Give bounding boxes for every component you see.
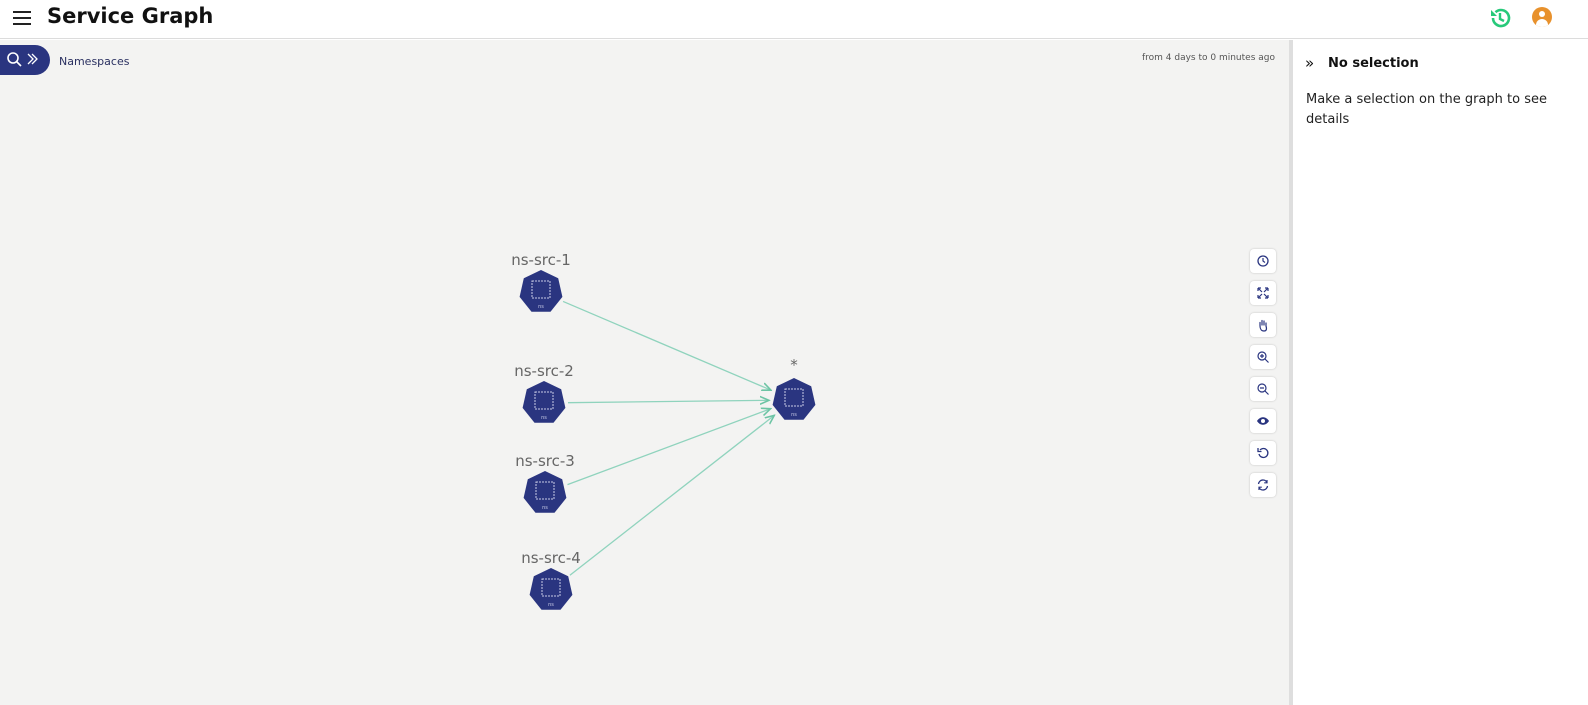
node-shape xyxy=(772,378,816,420)
node-label: ns-src-1 xyxy=(511,251,571,269)
namespace-search-button[interactable] xyxy=(0,45,50,75)
history-icon[interactable] xyxy=(1488,6,1512,30)
panel-resize-handle[interactable] xyxy=(1289,40,1293,705)
node-label: ns-src-2 xyxy=(514,362,574,380)
undo-button[interactable] xyxy=(1250,441,1276,465)
namespace-icon xyxy=(534,391,554,410)
namespace-icon xyxy=(784,388,804,407)
node-badge: ns xyxy=(542,505,548,511)
graph-edge[interactable] xyxy=(567,409,770,486)
graph-canvas[interactable]: Namespaces from 4 days to 0 minutes ago … xyxy=(0,40,1289,705)
fit-button[interactable] xyxy=(1250,281,1276,305)
zoom-out-button[interactable] xyxy=(1250,377,1276,401)
eye-button[interactable] xyxy=(1250,409,1276,433)
time-range: from 4 days to 0 minutes ago xyxy=(1141,53,1275,63)
node-shape xyxy=(519,270,563,312)
panel-title: No selection xyxy=(1328,56,1419,71)
refresh-button[interactable] xyxy=(1250,473,1276,497)
refresh-icon xyxy=(1257,479,1269,491)
app-header: Service Graph xyxy=(0,0,1588,39)
undo-icon xyxy=(1257,447,1269,459)
fit-icon xyxy=(1257,287,1269,299)
graph-node[interactable]: ns ns-src-2 xyxy=(514,362,574,423)
collapse-panel-icon[interactable]: » xyxy=(1305,54,1315,72)
zoom-out-icon xyxy=(1257,383,1269,395)
node-label: ns-src-3 xyxy=(515,452,575,470)
graph-node[interactable]: ns ns-src-3 xyxy=(515,452,575,513)
page-title: Service Graph xyxy=(47,4,214,28)
graph-node[interactable]: ns ns-src-4 xyxy=(521,549,581,610)
namespace-icon xyxy=(531,280,551,299)
node-label: * xyxy=(790,356,798,374)
details-panel: » No selection Make a selection on the g… xyxy=(1293,40,1588,705)
node-badge: ns xyxy=(548,602,554,608)
node-badge: ns xyxy=(541,415,547,421)
graph-node[interactable]: ns * xyxy=(772,356,816,420)
clock-button[interactable] xyxy=(1250,249,1276,273)
node-shape xyxy=(523,471,567,513)
zoom-in-icon xyxy=(1257,351,1269,363)
zoom-in-button[interactable] xyxy=(1250,345,1276,369)
user-avatar-icon[interactable] xyxy=(1532,7,1552,27)
namespace-icon xyxy=(541,578,561,597)
graph-node[interactable]: ns ns-src-1 xyxy=(511,251,571,312)
graph-edge[interactable] xyxy=(569,415,774,576)
hamburger-icon[interactable] xyxy=(13,11,31,25)
pan-button[interactable] xyxy=(1250,313,1276,337)
node-shape xyxy=(529,568,573,610)
eye-icon xyxy=(1257,417,1269,425)
node-label: ns-src-4 xyxy=(521,549,581,567)
namespace-icon xyxy=(535,481,555,500)
node-badge: ns xyxy=(538,304,544,310)
node-shape xyxy=(522,381,566,423)
service-graph: ns ns-src-1 ns ns-src-2 ns ns-src-3 ns ns-src-4… xyxy=(511,251,816,610)
graph-edge[interactable] xyxy=(567,400,769,402)
search-icon xyxy=(7,52,38,67)
node-badge: ns xyxy=(791,412,797,418)
panel-message: Make a selection on the graph to see det… xyxy=(1306,92,1547,127)
namespaces-label[interactable]: Namespaces xyxy=(59,55,130,68)
pan-icon xyxy=(1259,319,1268,332)
graph-edge[interactable] xyxy=(562,300,771,390)
clock-icon xyxy=(1257,255,1269,267)
